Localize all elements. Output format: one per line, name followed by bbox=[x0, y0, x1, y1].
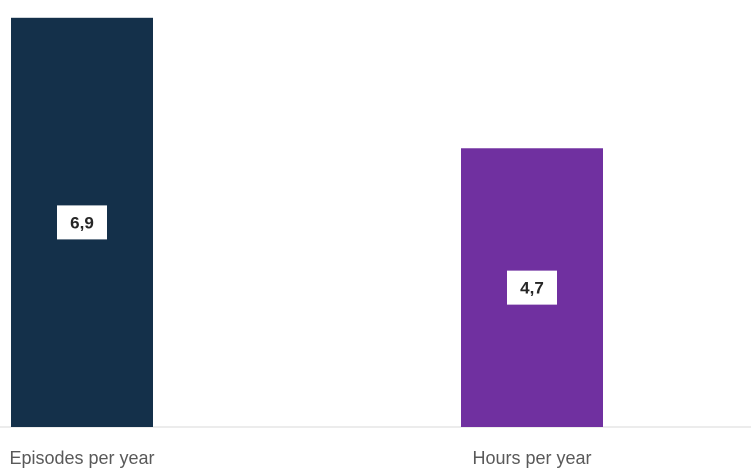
value-labels-layer: 6,9 4,7 bbox=[57, 205, 557, 305]
value-label-episodes-per-year: 6,9 bbox=[70, 213, 94, 232]
value-label-box-episodes-per-year bbox=[57, 205, 107, 240]
category-label-hours-per-year: Hours per year bbox=[472, 448, 591, 468]
category-label-episodes-per-year: Episodes per year bbox=[9, 448, 154, 468]
value-label-hours-per-year: 4,7 bbox=[520, 279, 544, 298]
value-label-box-hours-per-year bbox=[507, 270, 557, 305]
category-labels-layer: Episodes per year Hours per year bbox=[9, 448, 591, 468]
